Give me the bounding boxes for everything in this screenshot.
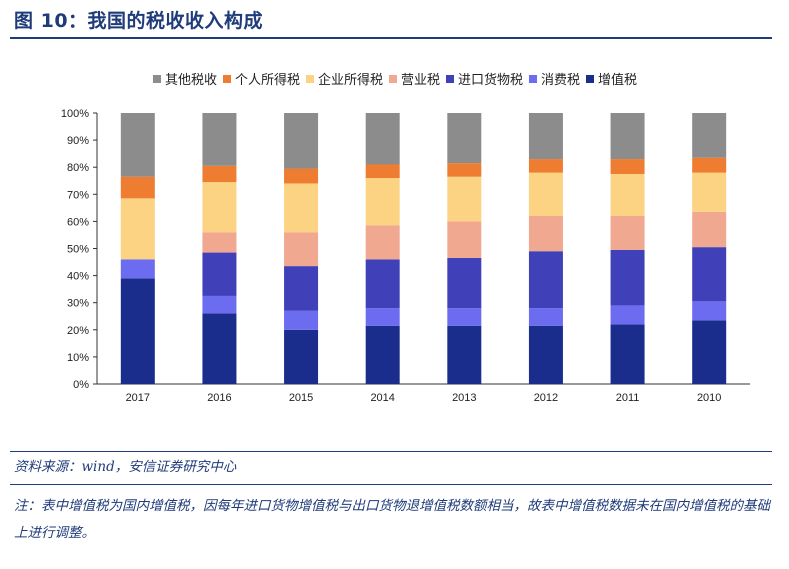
bar-segment — [202, 252, 237, 296]
bar-segment — [120, 176, 155, 199]
note-text: 注：表中增值税为国内增值税，因每年进口货物增值税与出口货物退增值税数额相当，故表… — [14, 498, 770, 541]
y-tick-label: 80% — [67, 162, 89, 174]
bar-segment — [284, 232, 319, 267]
bar-segment — [692, 211, 727, 248]
title-underline — [10, 37, 772, 39]
bar-segment — [284, 329, 319, 384]
y-tick-label: 20% — [67, 325, 89, 337]
bar-segment — [120, 259, 155, 279]
legend-label: 消费税 — [541, 73, 580, 88]
y-tick-label: 100% — [61, 108, 89, 120]
y-tick-label: 10% — [67, 352, 89, 364]
bar-segment — [528, 251, 563, 309]
bar-segment — [447, 176, 482, 222]
y-tick-label: 40% — [67, 271, 89, 283]
stacked-bar-chart: 0% 10% 20% 30% 40% 50% 60% 70% 80% 90% 100% 2017 201… — [61, 72, 750, 404]
bar-segment — [610, 215, 645, 250]
bar-segment — [692, 172, 727, 212]
bar-segment — [692, 113, 727, 158]
legend-label: 个人所得税 — [235, 72, 300, 88]
bar-segment — [447, 163, 482, 177]
legend-label: 营业税 — [401, 73, 440, 88]
bar-segment — [447, 308, 482, 326]
bar-segment — [202, 165, 237, 183]
bar-segment — [120, 278, 155, 384]
legend-swatch — [586, 75, 594, 83]
legend-label: 进口货物税 — [458, 72, 523, 88]
bar-segment — [202, 313, 237, 384]
y-tick-label: 70% — [67, 189, 89, 201]
bar-segment — [610, 159, 645, 174]
bar-segment — [528, 113, 563, 160]
bar-segment — [447, 257, 482, 309]
bar-segment — [365, 308, 400, 326]
bar-segment — [528, 325, 563, 384]
bar-segment — [610, 305, 645, 325]
source-divider — [10, 451, 772, 452]
legend-swatch — [529, 75, 537, 83]
x-tick-label: 2015 — [289, 392, 313, 404]
source-text: 资料来源：wind，安信证券研究中心 — [14, 459, 237, 475]
legend-swatch — [223, 75, 231, 83]
bar-segment — [284, 168, 319, 184]
legend-label: 其他税收 — [165, 73, 217, 88]
note-divider — [10, 484, 772, 485]
y-tick-label: 30% — [67, 298, 89, 310]
bar-segment — [284, 113, 319, 169]
bar-segment — [284, 310, 319, 330]
bar-segment — [610, 113, 645, 160]
legend-label: 企业所得税 — [318, 72, 383, 88]
legend-swatch — [153, 75, 161, 83]
bar-segment — [610, 249, 645, 306]
bar-segment — [284, 266, 319, 311]
bar-segment — [284, 183, 319, 233]
bar-segment — [692, 247, 727, 302]
bar-segment — [447, 221, 482, 258]
bar-segment — [202, 182, 237, 233]
y-tick-label: 60% — [67, 216, 89, 228]
bar-segment — [365, 164, 400, 179]
y-tick-label: 0% — [73, 379, 89, 391]
legend-label: 增值税 — [598, 72, 637, 88]
x-tick-label: 2010 — [697, 392, 721, 404]
bar-segment — [692, 320, 727, 384]
bar-segment — [202, 295, 237, 314]
bar-segment — [202, 113, 237, 166]
bar-segment — [202, 232, 237, 253]
x-tick-label: 2017 — [126, 392, 150, 404]
x-tick-label: 2016 — [207, 392, 231, 404]
legend-swatch — [306, 75, 314, 83]
bar-segment — [365, 225, 400, 260]
bar-segment — [528, 159, 563, 173]
legend-swatch — [446, 75, 454, 83]
y-tick-label: 90% — [67, 135, 89, 147]
bar-segment — [528, 308, 563, 326]
bar-segment — [120, 113, 155, 177]
bar-segment — [447, 113, 482, 164]
bar-segment — [692, 301, 727, 321]
legend-swatch — [389, 75, 397, 83]
bar-segment — [365, 113, 400, 165]
bar-segment — [692, 157, 727, 173]
x-tick-label: 2012 — [534, 392, 558, 404]
x-tick-label: 2011 — [616, 392, 640, 404]
bar-segment — [610, 324, 645, 384]
bar-segment — [365, 325, 400, 384]
bar-segment — [528, 172, 563, 216]
figure-title: 图 10：我国的税收收入构成 — [14, 10, 264, 32]
x-tick-label: 2014 — [370, 392, 394, 404]
bar-segment — [120, 198, 155, 260]
bar-segment — [365, 259, 400, 309]
x-tick-label: 2013 — [452, 392, 476, 404]
bar-segment — [447, 325, 482, 384]
bar-segment — [365, 178, 400, 226]
y-tick-label: 50% — [67, 244, 89, 256]
bar-segment — [528, 215, 563, 252]
bar-segment — [610, 173, 645, 216]
